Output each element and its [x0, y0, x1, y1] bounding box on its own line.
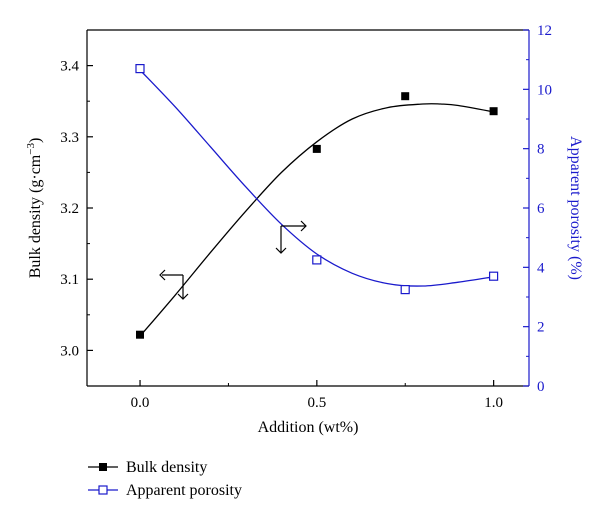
apparent-porosity-data-point — [135, 63, 145, 74]
x-tick-label: 0.5 — [307, 395, 326, 411]
bulk-density-fit-line — [139, 103, 494, 337]
left-y-tick-label: 3.2 — [60, 201, 79, 217]
right-y-tick-label: 10 — [537, 82, 552, 98]
legend-item-bulk-density: Bulk density — [88, 459, 207, 476]
tick-marks — [87, 29, 529, 387]
tick-labels: 0.0 0.5 1.0 3.0 3.1 3.2 3.3 3.4 0 2 4 6 8 10 12 — [60, 23, 552, 411]
porosity-axis-arrow-icon — [275, 220, 307, 254]
left-y-tick-label: 3.3 — [60, 130, 79, 146]
right-y-tick-label: 12 — [537, 23, 552, 39]
bulk-density-data-point — [489, 107, 498, 116]
right-y-tick-label: 6 — [537, 201, 545, 217]
right-y-tick-label: 0 — [537, 379, 545, 395]
right-y-tick-label: 2 — [537, 320, 545, 336]
right-y-tick-label: 4 — [537, 260, 545, 276]
fit-curves — [139, 69, 494, 337]
x-tick-label: 0.0 — [131, 395, 150, 411]
left-y-tick-label: 3.4 — [60, 59, 79, 75]
bulk-density-axis-arrow-icon — [159, 269, 189, 300]
legend-label-apparent-porosity: Apparent porosity — [126, 482, 242, 499]
left-y-tick-label: 3.1 — [60, 272, 79, 288]
left-y-axis-label: Bulk density (g·cm−3) — [25, 138, 44, 279]
bulk-density-data-point — [136, 330, 144, 339]
bulk-density-data-point — [312, 144, 321, 153]
legend-marker-filled-square — [99, 463, 107, 471]
apparent-porosity-data-point — [312, 255, 322, 265]
bulk-density-data-point — [401, 92, 410, 101]
legend-item-apparent-porosity: Apparent porosity — [88, 482, 242, 499]
legend-marker-open-square — [98, 485, 108, 495]
right-y-tick-label: 8 — [537, 142, 545, 158]
apparent-porosity-data-point — [400, 285, 410, 295]
x-axis-label: Addition (wt%) — [258, 419, 359, 436]
data-markers — [135, 63, 499, 339]
legend: Bulk density Apparent porosity — [88, 459, 242, 499]
apparent-porosity-fit-line — [139, 69, 494, 287]
left-y-tick-label: 3.0 — [60, 343, 79, 359]
legend-label-bulk-density: Bulk density — [126, 459, 207, 476]
x-tick-label: 1.0 — [484, 395, 503, 411]
right-y-axis-label: Apparent porosity (%) — [567, 136, 584, 280]
apparent-porosity-data-point — [489, 271, 499, 281]
